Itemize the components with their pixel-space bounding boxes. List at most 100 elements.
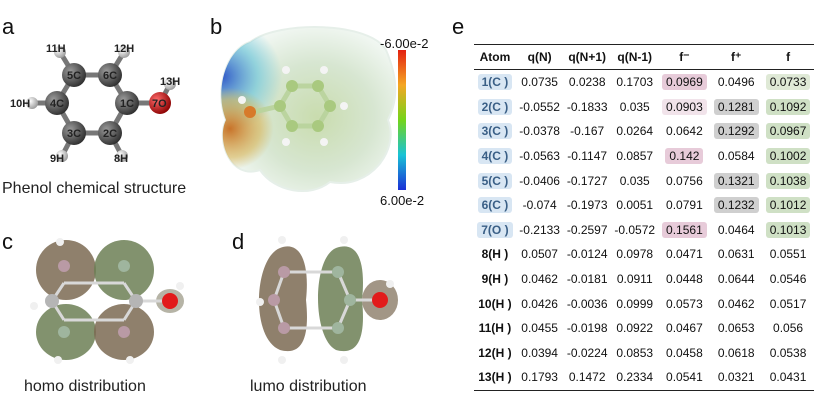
- table-cell: -0.0124: [566, 247, 608, 262]
- table-row: 12(H ) 0.0394 -0.0224 0.0853 0.0458 0.06…: [474, 341, 814, 366]
- caption-homo: homo distribution: [24, 378, 146, 395]
- table-row: 13(H ) 0.1793 0.1472 0.2334 0.0541 0.032…: [474, 365, 814, 391]
- homo-orbital-diagram: [30, 238, 184, 364]
- table-cell: 0.0791: [666, 198, 703, 213]
- atom-label: 7O: [152, 98, 167, 110]
- table-cell: 0.035: [619, 99, 650, 114]
- atom-cell: 3(C ): [477, 123, 513, 140]
- atom-cell: 10(H ): [478, 296, 512, 311]
- column-header: f⁻: [658, 44, 711, 70]
- atom-cell: 7(O ): [477, 221, 513, 238]
- table-cell: 0.1321: [713, 172, 759, 189]
- table-cell: -0.167: [570, 124, 605, 139]
- column-header: f: [762, 44, 814, 70]
- caption-phenol-structure: Phenol chemical structure: [2, 180, 187, 197]
- table-cell: 0.0618: [717, 345, 755, 360]
- table-cell: 0.0496: [717, 75, 755, 90]
- table-cell: 0.0426: [521, 296, 558, 311]
- table-row: 1(C ) 0.0735 0.0238 0.1703 0.0969 0.0496…: [474, 70, 814, 95]
- table-row: 8(H ) 0.0507 -0.0124 0.0978 0.0471 0.063…: [474, 242, 814, 267]
- atom-cell: 11(H ): [478, 321, 512, 336]
- atom-h11: [54, 46, 66, 58]
- atom-h8: [116, 150, 128, 162]
- table-cell: -0.0378: [519, 124, 560, 139]
- table-cell: -0.0181: [566, 272, 608, 287]
- table-cell: 0.0978: [616, 247, 654, 262]
- atom-cell: 12(H ): [478, 345, 512, 360]
- esp-map: [220, 26, 397, 193]
- table-row: 4(C ) -0.0563 -0.1147 0.0857 0.142 0.058…: [474, 144, 814, 169]
- caption-lumo: lumo distribution: [250, 378, 367, 395]
- table-cell: -0.0552: [519, 99, 560, 114]
- panel-letter-d: d: [232, 229, 245, 254]
- scale-label-top: -6.00e-2: [380, 36, 429, 51]
- table-row: 10(H ) 0.0426 -0.0036 0.0999 0.0573 0.04…: [474, 291, 814, 316]
- atom-cell: 13(H ): [474, 365, 516, 391]
- atom-cell: 9(H ): [481, 272, 509, 287]
- atom-label: 1C: [120, 98, 134, 110]
- table-cell: 0.0517: [769, 296, 807, 311]
- atom-label: 9H: [50, 153, 64, 165]
- table-cell: 0.0999: [616, 296, 654, 311]
- table-cell: 0.1092: [765, 98, 811, 115]
- table-header-row: Atom q(N) q(N+1) q(N-1) f⁻ f⁺ f: [474, 44, 814, 70]
- atom-h10: [26, 97, 38, 109]
- atom-label: 5C: [67, 70, 81, 82]
- table-cell: -0.0224: [566, 345, 608, 360]
- atom-h13: [164, 78, 176, 90]
- table-cell: 0.142: [665, 148, 704, 165]
- table-cell: 0.0541: [658, 365, 711, 391]
- table-cell: 0.1013: [765, 221, 811, 238]
- table-cell: 0.1292: [713, 123, 759, 140]
- table-row: 9(H ) 0.0462 -0.0181 0.0911 0.0448 0.064…: [474, 267, 814, 292]
- table-cell: 0.0642: [666, 124, 703, 139]
- table-cell: 0.0967: [765, 123, 811, 140]
- lumo-orbital-diagram: [256, 236, 398, 364]
- table-cell: 0.0538: [769, 345, 807, 360]
- table-cell: 0.0735: [521, 75, 558, 90]
- table-cell: 0.1038: [765, 172, 811, 189]
- table-cell: -0.0036: [566, 296, 608, 311]
- table-cell: 0.056: [773, 321, 804, 336]
- atom-cell: 2(C ): [477, 98, 513, 115]
- table-row: 3(C ) -0.0378 -0.167 0.0264 0.0642 0.129…: [474, 119, 814, 144]
- table-cell: 0.0922: [616, 321, 654, 336]
- column-header: f⁺: [710, 44, 763, 70]
- atom-c5: [62, 63, 86, 87]
- atom-c2: [98, 121, 122, 145]
- atom-o7: [149, 92, 171, 114]
- table-cell: 0.035: [619, 173, 650, 188]
- table-row: 11(H ) 0.0455 -0.0198 0.0922 0.0467 0.06…: [474, 316, 814, 341]
- atom-label: 8H: [114, 153, 128, 165]
- table-cell: -0.074: [522, 198, 557, 213]
- table-cell: 0.0507: [521, 247, 558, 262]
- table-cell: 0.2334: [610, 365, 659, 391]
- table-cell: 0.0462: [521, 272, 558, 287]
- column-header: q(N+1): [563, 44, 611, 70]
- atom-h12: [118, 46, 130, 58]
- atom-cell: 6(C ): [477, 197, 513, 214]
- panel-letter-a: a: [2, 14, 15, 39]
- color-scale-bar: [398, 50, 406, 190]
- table-cell: -0.1727: [566, 173, 608, 188]
- table-cell: 0.0969: [662, 74, 707, 91]
- table-cell: 0.1281: [713, 98, 759, 115]
- phenol-structure-diagram: 1C 2C 3C 4C 5C 6C 7O 8H 9H 10H 11H 12H 1…: [10, 43, 180, 165]
- table-row: 6(C ) -0.074 -0.1973 0.0051 0.0791 0.123…: [474, 193, 814, 218]
- column-header: Atom: [474, 44, 516, 70]
- table-row: 5(C ) -0.0406 -0.1727 0.035 0.0756 0.132…: [474, 168, 814, 193]
- panel-letter-e: e: [452, 14, 465, 39]
- table-cell: 0.0733: [765, 74, 811, 91]
- table-cell: 0.0321: [710, 365, 763, 391]
- atom-c4: [45, 91, 69, 115]
- table-cell: 0.0903: [662, 98, 707, 115]
- table-cell: 0.0573: [666, 296, 703, 311]
- table-cell: 0.1793: [515, 365, 564, 391]
- atom-cell: 1(C ): [477, 74, 513, 91]
- table-cell: -0.1973: [566, 198, 608, 213]
- atom-cell: 8(H ): [481, 247, 509, 262]
- table-cell: 0.0462: [717, 296, 755, 311]
- table-cell: 0.0394: [521, 345, 558, 360]
- table-cell: 0.0464: [717, 222, 755, 237]
- atom-c3: [62, 121, 86, 145]
